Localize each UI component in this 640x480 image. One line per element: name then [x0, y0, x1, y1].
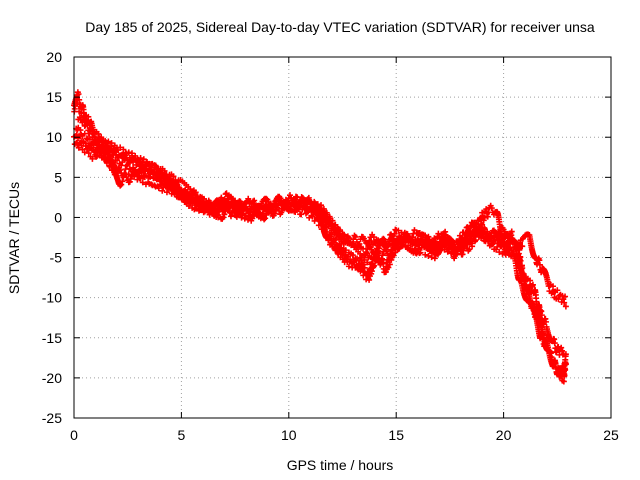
y-tick-label: -5 [50, 250, 63, 266]
data-marker-path [73, 124, 569, 385]
series-track-a [71, 89, 569, 310]
y-tick-label: -25 [42, 410, 62, 426]
y-tick-label: -15 [42, 330, 62, 346]
y-axis-label: SDTVAR / TECUs [6, 182, 22, 294]
data-marker-path [71, 89, 569, 310]
data-points [71, 89, 569, 385]
x-tick-label: 20 [496, 427, 512, 443]
x-tick-label: 0 [70, 427, 78, 443]
series-track-d [73, 124, 569, 385]
x-axis-label: GPS time / hours [287, 457, 394, 473]
chart-title: Day 185 of 2025, Sidereal Day-to-day VTE… [85, 19, 595, 35]
y-tick-label: 0 [54, 209, 62, 225]
y-tick-label: -20 [42, 370, 62, 386]
y-tick-label: 10 [46, 129, 62, 145]
y-tick-label: 20 [46, 49, 62, 65]
plot-frame [73, 56, 612, 419]
y-tick-label: -10 [42, 290, 62, 306]
y-tick-label: 5 [54, 169, 62, 185]
x-tick-label: 15 [388, 427, 404, 443]
axis-ticks: 0 5 10 15 20 25 -25 -20 -15 -10 -5 0 5 10 15 20 [42, 49, 619, 443]
y-tick-label: 15 [46, 89, 62, 105]
x-tick-label: 25 [603, 427, 619, 443]
x-tick-label: 10 [281, 427, 297, 443]
x-tick-label: 5 [178, 427, 186, 443]
